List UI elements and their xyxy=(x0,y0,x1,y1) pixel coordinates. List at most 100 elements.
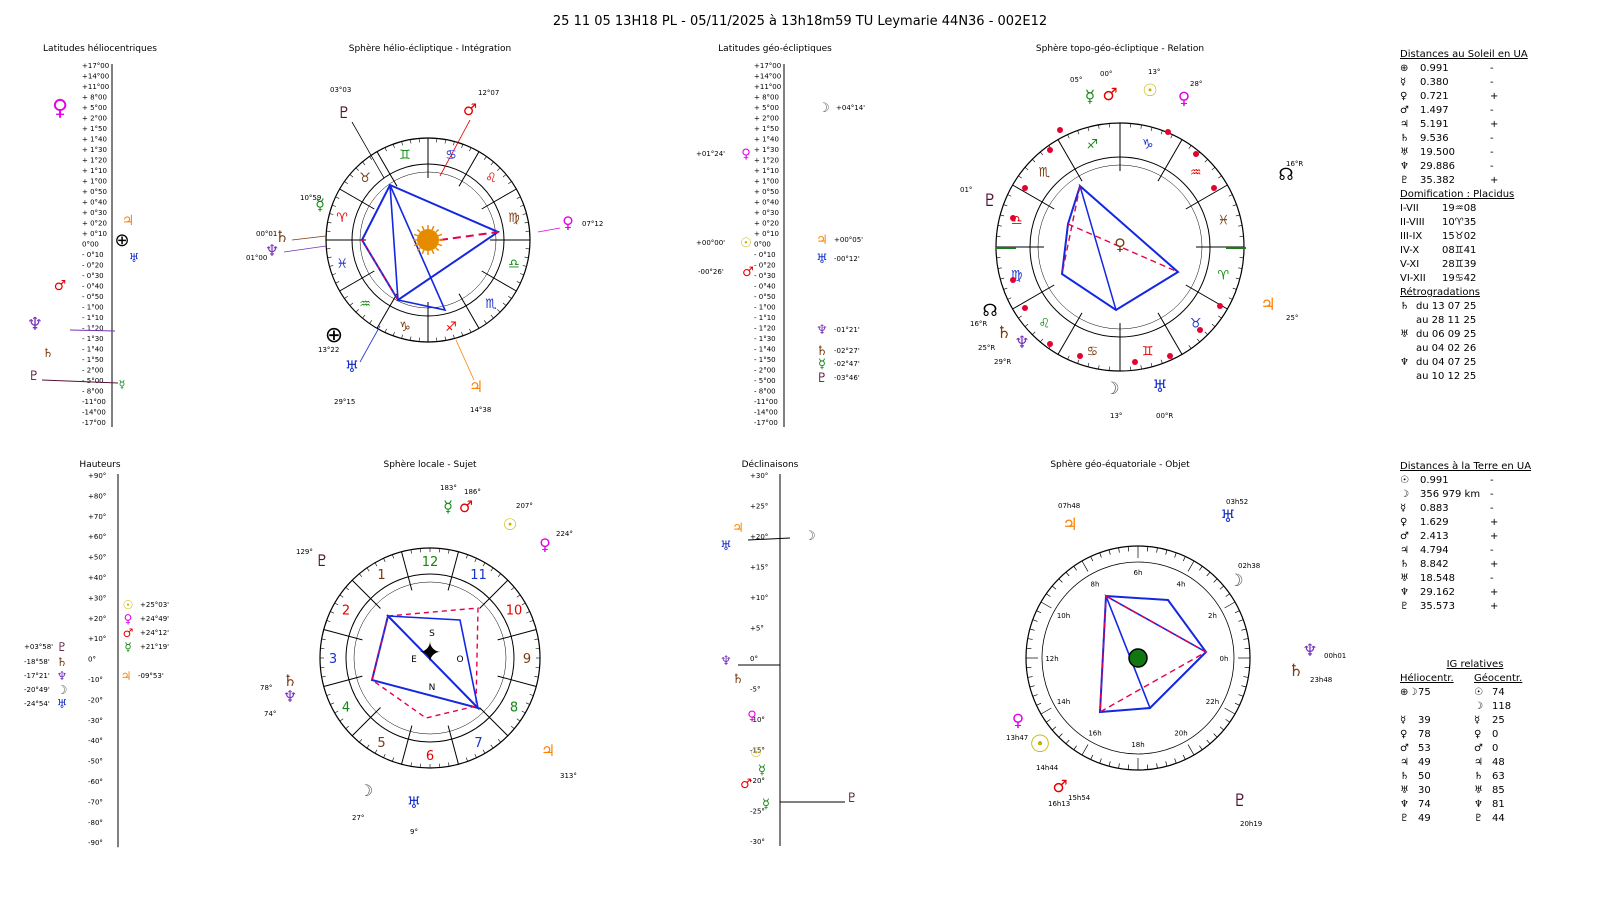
distance-value: 356 979 km xyxy=(1420,489,1481,500)
locale-wheel-tick xyxy=(321,638,326,640)
jupiter-geo-label: +00°05' xyxy=(834,236,863,244)
helio-wheel-tick xyxy=(444,336,447,341)
helio-wheel-tick xyxy=(497,309,501,313)
lat-helio-tick-label: + 1°40 xyxy=(82,136,107,144)
eq-tick xyxy=(1036,610,1042,614)
topo-wheel-tick xyxy=(1000,214,1005,217)
earth-helio-glyph: ⊕ xyxy=(325,323,343,348)
topo-wheel-tick xyxy=(1160,359,1163,364)
sun-geo-glyph: ☉ xyxy=(740,236,752,251)
venus-eq-label: 13h47 xyxy=(1006,734,1028,742)
ig-row: ♄ 50 ♄ 63 xyxy=(1400,770,1550,784)
locale-wheel-sector-label: 12 xyxy=(422,555,439,570)
helio-value: 75 xyxy=(1418,687,1431,698)
saturn-eq-label: 23h48 xyxy=(1310,676,1332,684)
pluto-lead xyxy=(41,379,119,384)
helio-wheel-tick xyxy=(349,302,354,306)
pluto-topo-glyph: ♇ xyxy=(982,191,997,211)
earth-distance-row: ☿ 0.883 - xyxy=(1400,502,1590,516)
mars-helio-glyph: ♂ xyxy=(463,100,477,119)
topo-wheel-tick xyxy=(1098,365,1100,370)
locale-wheel-tick xyxy=(474,558,477,563)
locale-wheel-tick xyxy=(392,554,395,559)
decl-tick-label: -10° xyxy=(750,716,765,724)
helio-aspect-triangle xyxy=(389,184,447,312)
topo-wheel-tick xyxy=(1007,194,1012,197)
locale-wheel-sector-label: 8 xyxy=(510,701,518,716)
earth-distance-row: ♄ 8.842 + xyxy=(1400,558,1590,572)
mars-locale-label: 186° xyxy=(464,488,481,496)
eq-hour-label: 12h xyxy=(1045,655,1058,663)
topo-wheel-sector-label: ♓ xyxy=(1218,213,1230,228)
lat-helio-tick-label: - 1°40 xyxy=(82,346,104,354)
helio-wheel-sector-label: ♑ xyxy=(399,320,411,335)
geo-glyph: ♇ xyxy=(1474,813,1483,824)
locale-wheel-tick xyxy=(401,725,413,765)
topo-aspect-triangle xyxy=(1078,183,1180,312)
topo-wheel-tick xyxy=(1235,277,1240,280)
sun-distances-header: Distances au Soleil en UA xyxy=(1400,49,1528,60)
topo-wheel-tick xyxy=(1218,315,1222,319)
locale-wheel-tick xyxy=(359,739,363,743)
distance-value: 18.548 xyxy=(1420,573,1455,584)
ig-col2: Géocentr. xyxy=(1474,673,1523,684)
house-cusp: 19♒08 xyxy=(1442,203,1477,214)
retro-period: du 06 09 25 au 04 02 26 xyxy=(1416,329,1477,354)
trend-sign: - xyxy=(1490,133,1494,144)
locale-wheel-tick xyxy=(465,757,468,762)
saturn-geo-label: -02°27' xyxy=(834,347,860,355)
venus-helio-glyph: ♀ xyxy=(562,213,574,232)
sun-ray xyxy=(421,225,425,231)
topo-dot xyxy=(1211,185,1217,191)
lat-helio-tick-label: + 0°10 xyxy=(82,230,107,238)
sun-distance-row: ♆ 29.886 - xyxy=(1400,160,1590,174)
jupiter-glyph: ♃ xyxy=(122,213,135,229)
house-pair: II-VIII xyxy=(1400,217,1425,228)
height-tick-label: 0° xyxy=(88,656,96,664)
eq-tick xyxy=(1241,685,1247,688)
earth-helio-label: 13°22 xyxy=(318,346,339,354)
helio-wheel-tick xyxy=(344,295,348,299)
house-cusp: 28♊39 xyxy=(1442,259,1477,270)
mercury-decl-glyph: ☿ xyxy=(758,763,766,778)
sun-distances-panel: Distances au Soleil en UA ⊕ 0.991 - ☿ 0.380 -… xyxy=(1400,48,1590,188)
lat-geo-tick-label: - 1°10 xyxy=(754,314,776,322)
locale-wheel-tick xyxy=(497,739,501,743)
lat-geo-tick-label: + 8°00 xyxy=(754,94,779,102)
helio-lead xyxy=(283,245,327,253)
locale-wheel-tick xyxy=(392,757,395,762)
distance-value: 35.573 xyxy=(1420,601,1455,612)
trend-sign: - xyxy=(1490,105,1494,116)
eq-tick xyxy=(1238,619,1244,622)
lat-geo-tick-label: + 1°40 xyxy=(754,136,779,144)
lat-geo-tick-label: + 1°30 xyxy=(754,146,779,154)
house-pair: V-XI xyxy=(1400,259,1420,270)
decl-tick-label: -15° xyxy=(750,747,765,755)
topo-wheel-tick xyxy=(1040,338,1044,343)
locale-wheel-tick xyxy=(401,551,413,591)
locale-wheel-tick xyxy=(497,675,537,687)
venus-glyph: ♀ xyxy=(52,96,68,121)
topo-wheel-tick xyxy=(1157,139,1183,182)
topo-wheel-sector-label: ♏ xyxy=(1039,165,1051,180)
geo-glyph: ♄ xyxy=(1474,771,1483,782)
neptune-eq-glyph: ♆ xyxy=(1302,641,1317,661)
locale-wheel-sector-label: 6 xyxy=(426,749,434,764)
topo-wheel-tick xyxy=(1012,284,1055,310)
sun-ray xyxy=(416,247,421,252)
helio-wheel-tick xyxy=(524,256,529,259)
helio-value: 49 xyxy=(1418,813,1431,824)
topo-wheel-tick xyxy=(1018,315,1022,319)
retro-row: ♄ du 13 07 25 au 28 11 25 xyxy=(1400,300,1590,328)
lat-geo-tick-label: - 2°00 xyxy=(754,367,776,375)
distance-value: 35.382 xyxy=(1420,175,1455,186)
locale-wheel-tick xyxy=(383,558,386,563)
locale-wheel-tick xyxy=(497,573,501,577)
venus-topo-glyph: ♀ xyxy=(1178,89,1190,109)
house-cusp: 10♈35 xyxy=(1442,217,1477,228)
locale-wheel-tick xyxy=(326,620,331,623)
trend-sign: - xyxy=(1490,77,1494,88)
topo-dot xyxy=(1047,341,1053,347)
eq-hour-label: 4h xyxy=(1177,581,1186,589)
topo-wheel-tick xyxy=(1057,139,1083,182)
